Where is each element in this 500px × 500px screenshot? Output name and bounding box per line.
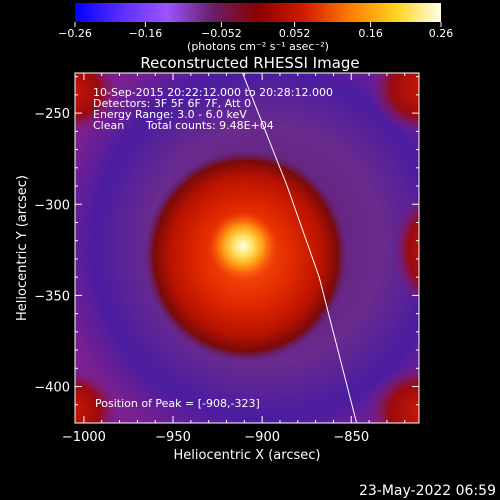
solar-limb-line <box>242 73 358 423</box>
annotation-detectors: Detectors: 3F 5F 6F 7F, Att 0 <box>93 97 251 110</box>
y-axis-ticks: −250 −300 −350 −400 <box>34 76 419 406</box>
x-tick-label: −950 <box>155 430 191 445</box>
footer-date-stamp: 23-May-2022 06:59 <box>359 483 496 499</box>
colorbar-unit-label: (photons cm⁻² s⁻¹ asec⁻²) <box>187 40 329 53</box>
corner-blob-bottom-right <box>366 364 419 423</box>
colorbar-tick-label: −0.052 <box>201 27 242 40</box>
colorbar-tick-label: −0.16 <box>129 27 163 40</box>
x-tick-label: −1000 <box>62 430 106 445</box>
corner-blob-top-right <box>369 73 419 136</box>
annotation-peak-position: Position of Peak = [-908,-323] <box>95 397 260 410</box>
colorbar-tick-label: 0.26 <box>429 27 454 40</box>
y-tick-label: −400 <box>34 381 70 396</box>
heatmap-image <box>75 73 419 423</box>
y-tick-label: −350 <box>34 289 70 304</box>
x-axis-ticks: −1000 −950 −900 −850 <box>62 73 406 445</box>
edge-blob-right <box>392 193 419 307</box>
corner-blob-top-left <box>75 73 120 134</box>
colorbar <box>75 3 441 22</box>
colorbar-tick-label: 0.052 <box>279 27 311 40</box>
x-tick-label: −900 <box>244 430 280 445</box>
x-tick-label: −850 <box>333 430 369 445</box>
annotation-energy-range: Energy Range: 3.0 - 6.0 keV <box>93 108 247 121</box>
y-axis-label: Heliocentric Y (arcsec) <box>15 175 30 321</box>
y-tick-label: −300 <box>34 198 70 213</box>
plot-frame <box>74 72 420 424</box>
colorbar-tick-label: −0.26 <box>58 27 92 40</box>
x-axis-label: Heliocentric X (arcsec) <box>174 448 321 463</box>
colorbar-ticks: −0.26 −0.16 −0.052 0.052 0.16 0.26 <box>58 22 453 40</box>
corner-blob-bottom-left <box>75 368 120 423</box>
chart-title: Reconstructed RHESSI Image <box>140 54 359 72</box>
colorbar-tick-label: 0.16 <box>358 27 383 40</box>
y-tick-label: −250 <box>34 107 70 122</box>
annotation-time-range: 10-Sep-2015 20:22:12.000 to 20:28:12.000 <box>93 86 333 99</box>
annotation-total-counts: Total counts: 9.48E+04 <box>145 119 274 132</box>
peak-glow <box>209 212 277 280</box>
annotation-clean: Clean <box>93 119 124 132</box>
